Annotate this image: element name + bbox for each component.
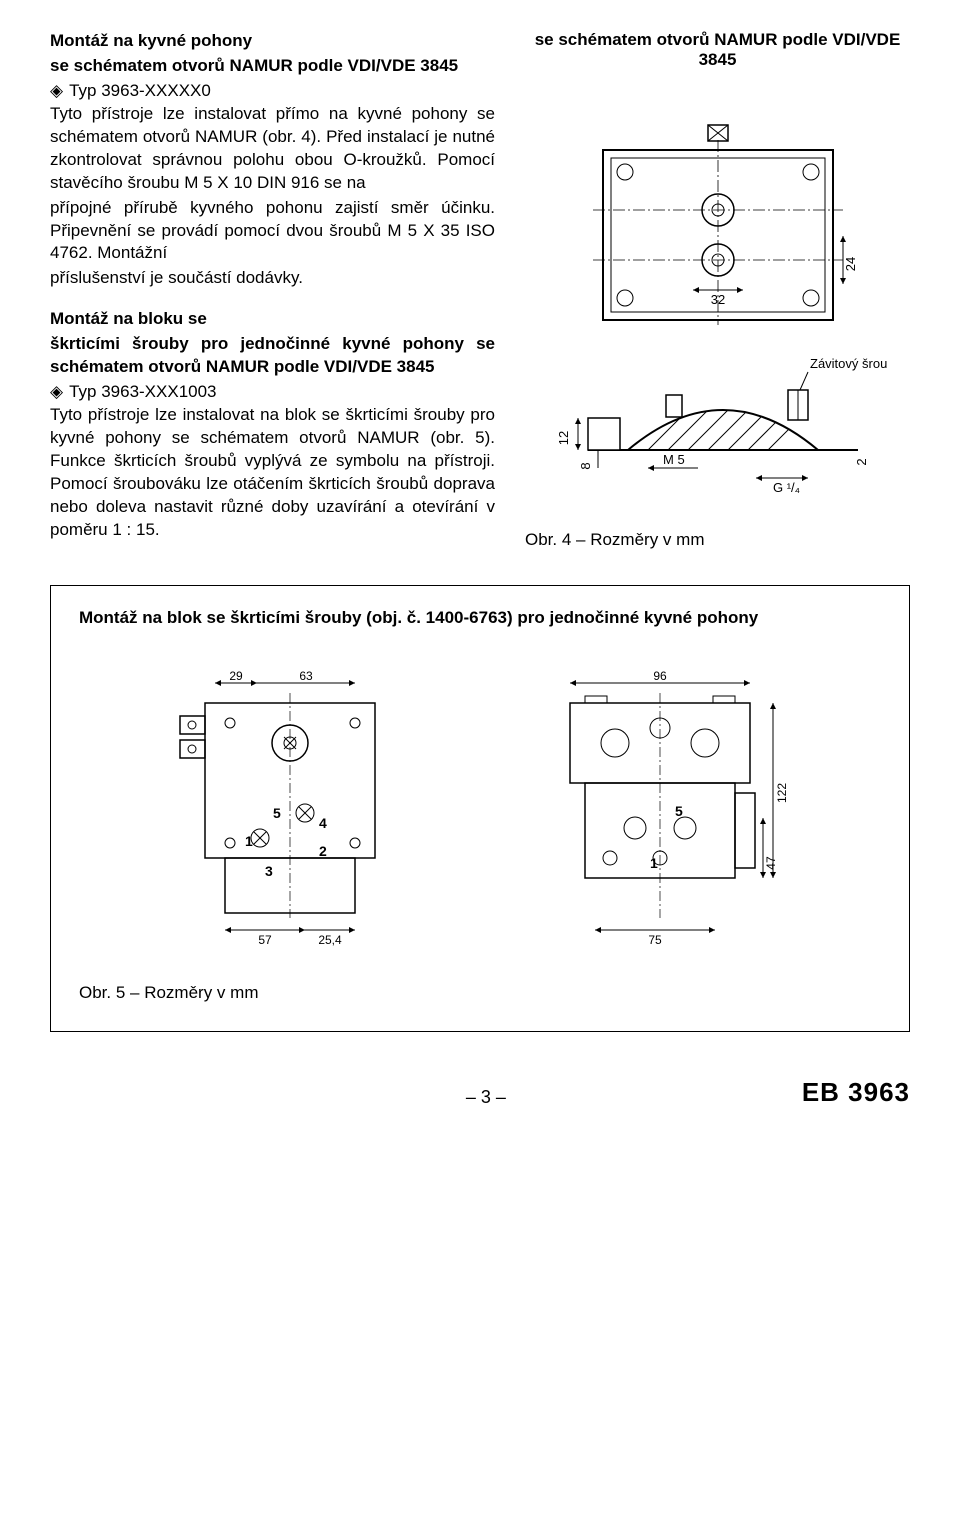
page-footer: – 3 – EB 3963: [50, 1077, 910, 1108]
svg-text:47: 47: [764, 856, 778, 870]
svg-text:63: 63: [299, 669, 313, 683]
figure5-caption: Obr. 5 – Rozměry v mm: [79, 983, 881, 1003]
svg-text:5: 5: [675, 803, 683, 819]
section1-para-c: příslušenství je součástí dodávky.: [50, 267, 495, 290]
section1-para-b: přípojné přírubě kyvného pohonu zajistí …: [50, 197, 495, 266]
document-code: EB 3963: [802, 1077, 910, 1108]
svg-text:1: 1: [650, 855, 658, 871]
svg-text:4: 4: [319, 815, 327, 831]
svg-text:2: 2: [319, 843, 327, 859]
right-figure-column: se schématem otvorů NAMUR podle VDI/VDE …: [525, 30, 910, 550]
svg-text:122: 122: [775, 783, 789, 803]
figure5-left-diagram: 29 63: [145, 668, 445, 953]
svg-text:57: 57: [258, 933, 272, 947]
dim-2: 2: [854, 458, 869, 465]
section2-heading-line2: škrticími šrouby pro jednočinné kyvné po…: [50, 333, 495, 379]
figure4-top-diagram: 32 24: [525, 90, 910, 340]
section2-type-code: Typ 3963-XXX1003: [69, 381, 216, 404]
section1-type-code: Typ 3963-XXXXX0: [69, 80, 211, 103]
label-g14: G ¹/₄: [773, 480, 800, 495]
figure5-heading: Montáž na blok se škrticími šrouby (obj.…: [79, 608, 881, 628]
section2-para: Tyto přístroje lze instalovat na blok se…: [50, 404, 495, 542]
screw-label: Závitový šroub: [810, 356, 888, 371]
figure4-heading: se schématem otvorů NAMUR podle VDI/VDE …: [525, 30, 910, 70]
bullet-icon: ◈: [50, 381, 63, 404]
figure4-bottom-diagram: Závitový šroub 12 8 M 5 G ¹/₄ 2: [525, 340, 910, 500]
svg-text:75: 75: [648, 933, 662, 947]
svg-text:5: 5: [273, 805, 281, 821]
left-text-column: Montáž na kyvné pohony se schématem otvo…: [50, 30, 495, 550]
svg-text:3: 3: [265, 863, 273, 879]
svg-text:1: 1: [245, 833, 253, 849]
svg-text:25,4: 25,4: [318, 933, 342, 947]
section1-heading-line1: Montáž na kyvné pohony: [50, 30, 495, 53]
figure4-caption: Obr. 4 – Rozměry v mm: [525, 530, 910, 550]
section1-heading-line2: se schématem otvorů NAMUR podle VDI/VDE …: [50, 55, 495, 78]
figure5-right-diagram: 96 5 1: [515, 668, 815, 953]
dim-32: 32: [710, 292, 724, 307]
svg-text:96: 96: [653, 669, 667, 683]
bullet-icon: ◈: [50, 80, 63, 103]
dim-8: 8: [578, 462, 593, 469]
dim-24: 24: [843, 257, 858, 271]
dim-12: 12: [556, 431, 571, 445]
label-m5: M 5: [663, 452, 685, 467]
figure5-box: Montáž na blok se škrticími šrouby (obj.…: [50, 585, 910, 1032]
page-number: – 3 –: [170, 1087, 802, 1108]
section1-para-a: Tyto přístroje lze instalovat přímo na k…: [50, 103, 495, 195]
section2-heading-line1: Montáž na bloku se: [50, 308, 495, 331]
svg-text:29: 29: [229, 669, 243, 683]
